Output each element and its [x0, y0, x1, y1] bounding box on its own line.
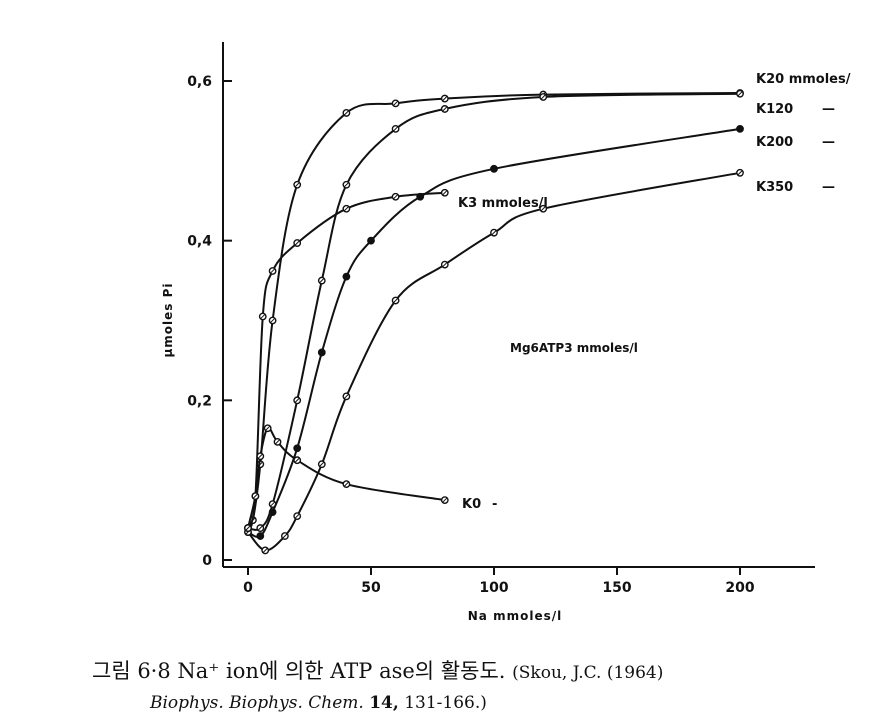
data-point-mark	[270, 317, 276, 324]
data-point-mark	[737, 91, 743, 97]
data-point	[490, 164, 498, 173]
y-tick-label: 0	[202, 553, 212, 569]
series-line	[247, 92, 741, 529]
chart: 0 0,2 0,4 0,6 0 50 100 150 200 Na mmoles/l μmol…	[161, 42, 851, 623]
citation-author: (Skou, J.C. (1964)	[512, 663, 664, 683]
y-tick-label: 0,6	[187, 74, 212, 90]
data-point-mark	[442, 106, 448, 112]
data-point-mark	[294, 397, 300, 403]
data-point-mark	[262, 547, 268, 553]
figure-title: Na⁺ ion에 의한 ATP ase의 활동도.	[177, 659, 506, 683]
series-label-dash: —	[822, 102, 835, 117]
data-point	[367, 236, 375, 245]
y-tick-label: 0,4	[187, 234, 212, 250]
data-point-mark	[274, 439, 281, 445]
figure-caption: 그림 6·8 Na⁺ ion에 의한 ATP ase의 활동도. (Skou, …	[92, 658, 869, 686]
series-2: K200 —	[244, 124, 835, 540]
data-point	[736, 124, 744, 133]
data-point-mark	[343, 481, 349, 487]
series-label: K20 mmoles/	[756, 72, 851, 87]
data-point-mark	[319, 461, 325, 467]
data-point-mark	[540, 94, 546, 100]
data-point-mark	[442, 96, 448, 102]
data-point-mark	[265, 425, 271, 431]
x-tick-label: 200	[725, 580, 754, 596]
data-point	[256, 532, 265, 540]
data-point-mark	[737, 170, 743, 176]
data-point-mark	[294, 182, 300, 188]
series-label-dash: —	[822, 135, 835, 150]
data-point-mark	[294, 457, 300, 463]
y-ticks: 0 0,2 0,4 0,6	[187, 74, 232, 569]
citation-volume: 14,	[369, 693, 399, 713]
data-point-mark	[393, 126, 399, 132]
series-label: K3 mmoles/l	[458, 196, 548, 211]
condition-annotation: Mg6ATP3 mmoles/l	[510, 341, 638, 355]
data-point-mark	[319, 278, 325, 284]
citation-journal: Biophys. Biophys. Chem.	[150, 693, 364, 713]
series-line	[247, 191, 445, 529]
figure-caption-source: Biophys. Biophys. Chem. 14, 131-166.)	[150, 693, 487, 713]
series-label-dash: —	[822, 180, 835, 195]
data-point-mark	[260, 313, 266, 320]
series-label: K350	[756, 180, 793, 195]
series-5: K0-	[244, 424, 497, 532]
data-point-mark	[540, 206, 546, 212]
x-tick-label: 150	[602, 580, 631, 596]
data-point-mark	[442, 190, 448, 196]
series-label: K0	[462, 497, 481, 512]
data-point-mark	[393, 297, 399, 304]
data-point-mark	[442, 262, 448, 268]
data-point-mark	[282, 533, 288, 539]
y-axis-title: μmoles Pi	[161, 282, 175, 357]
data-point-mark	[393, 100, 399, 106]
data-point-mark	[270, 268, 276, 274]
series-layer: K20 mmoles/K120 — K200 — K350 — K3 mmoles/l K0-	[244, 72, 851, 555]
x-ticks: 0 50 100 150 200	[243, 567, 755, 596]
data-point-mark	[393, 194, 399, 200]
y-tick-label: 0,2	[187, 393, 212, 409]
data-point-mark	[442, 497, 448, 503]
series-label: K200	[756, 135, 793, 150]
citation-pages: 131-166.)	[404, 693, 487, 713]
data-point	[317, 348, 326, 357]
series-label-dash: -	[492, 497, 497, 512]
data-point-mark	[343, 206, 349, 212]
data-point-mark	[257, 453, 263, 459]
data-point-mark	[257, 525, 263, 531]
data-point-mark	[343, 182, 349, 188]
x-axis-title: Na mmoles/l	[468, 609, 562, 623]
data-point-mark	[343, 393, 349, 399]
data-point-mark	[343, 110, 349, 116]
data-point-mark	[491, 230, 497, 236]
x-tick-label: 50	[361, 580, 381, 596]
x-tick-label: 0	[243, 580, 253, 596]
data-point	[342, 272, 351, 281]
data-point	[293, 444, 302, 453]
axes: 0 0,2 0,4 0,6 0 50 100 150 200	[187, 42, 815, 596]
x-tick-label: 100	[479, 580, 508, 596]
data-point-mark	[252, 493, 258, 499]
data-point-mark	[294, 513, 300, 519]
series-3: K350 —	[244, 168, 835, 555]
figure-number: 그림 6·8	[92, 659, 171, 683]
data-point-mark	[245, 525, 251, 531]
data-point-mark	[294, 240, 300, 246]
data-point-mark	[270, 501, 276, 507]
series-label: K120	[756, 102, 793, 117]
series-4: K3 mmoles/l	[244, 188, 548, 532]
data-point	[268, 508, 277, 516]
